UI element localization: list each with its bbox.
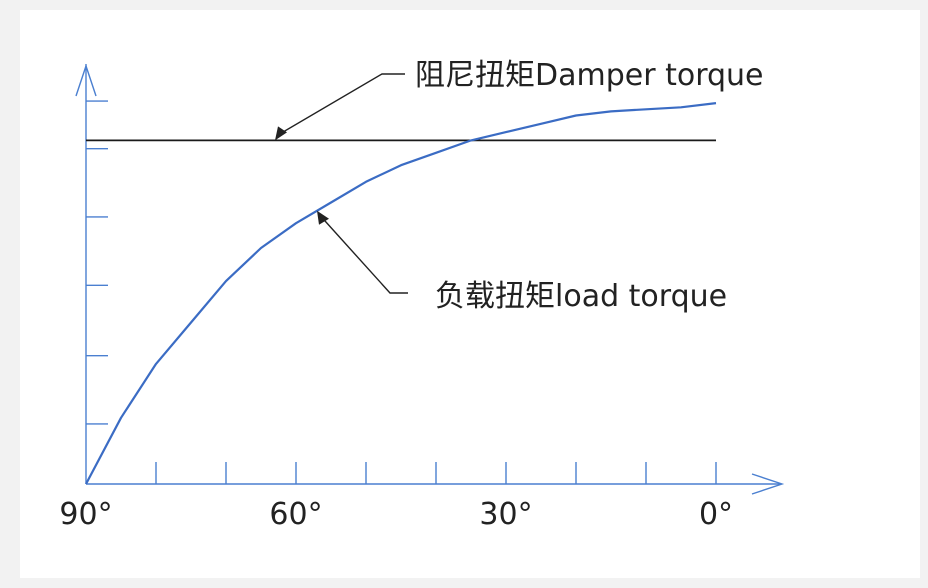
- ticks: 90° 60° 30° 0°: [59, 100, 733, 532]
- figure-card: 90° 60° 30° 0° 阻尼扭矩Damper torque 负载扭矩load to…: [20, 10, 920, 578]
- load-leader: [322, 218, 408, 294]
- annotations: 阻尼扭矩Damper torque 负载扭矩load torque: [275, 58, 764, 314]
- load-torque-label: 负载扭矩load torque: [435, 279, 727, 314]
- x-tick-label: 60°: [269, 497, 322, 532]
- x-tick-label: 0°: [699, 497, 733, 532]
- x-axis-arrow: [751, 473, 785, 495]
- y-axis-arrow: [75, 63, 97, 97]
- damper-arrowhead: [275, 126, 287, 141]
- series: [85, 102, 717, 485]
- damper-torque-label: 阻尼扭矩Damper torque: [415, 58, 764, 93]
- axes: [75, 63, 785, 495]
- x-tick-label: 90°: [59, 497, 112, 532]
- torque-chart: 90° 60° 30° 0° 阻尼扭矩Damper torque 负载扭矩load to…: [59, 58, 785, 532]
- load-arrowhead: [317, 210, 329, 225]
- damper-leader: [278, 73, 405, 135]
- load-torque-line: [85, 102, 717, 485]
- x-tick-label: 30°: [479, 497, 532, 532]
